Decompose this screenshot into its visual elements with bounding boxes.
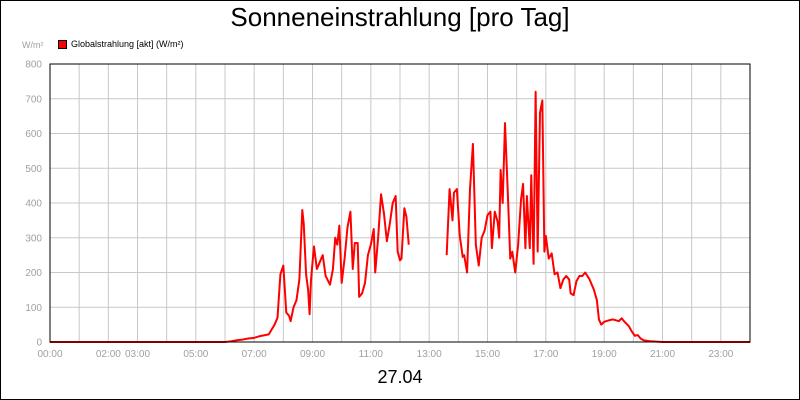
y-tick-label: 800	[25, 60, 42, 71]
x-tick-label: 13:00	[417, 349, 442, 360]
y-tick-label: 600	[25, 129, 42, 140]
x-tick-label: 17:00	[533, 349, 558, 360]
x-tick-label: 03:00	[125, 349, 150, 360]
x-tick-label: 21:00	[650, 349, 675, 360]
y-tick-label: 200	[25, 268, 42, 279]
y-tick-label: 100	[25, 303, 42, 314]
x-tick-label: 05:00	[183, 349, 208, 360]
y-tick-label: 700	[25, 94, 42, 105]
x-tick-label: 11:00	[359, 349, 384, 360]
y-tick-label: 500	[25, 164, 42, 175]
x-axis-date-label: 27.04	[377, 367, 423, 387]
x-tick-label: 23:00	[708, 349, 733, 360]
y-axis-unit-label: W/m²	[22, 40, 44, 50]
legend-label: Globalstrahlung [akt] (W/m²)	[71, 39, 184, 49]
chart-title: Sonneneinstrahlung [pro Tag]	[230, 2, 570, 32]
legend-swatch	[58, 39, 67, 49]
x-tick-label: 02:00	[96, 349, 121, 360]
x-tick-label: 19:00	[592, 349, 617, 360]
y-tick-label: 400	[25, 199, 42, 210]
x-tick-label: 07:00	[242, 349, 267, 360]
x-tick-label: 09:00	[300, 349, 325, 360]
y-tick-label: 300	[25, 233, 42, 244]
plot-border	[49, 63, 751, 343]
series-line	[50, 193, 410, 343]
y-tick-label: 0	[36, 338, 42, 349]
x-tick-label: 00:00	[37, 349, 62, 360]
x-tick-label: 15:00	[475, 349, 500, 360]
series-line	[445, 90, 750, 343]
legend: Globalstrahlung [akt] (W/m²)	[58, 38, 184, 50]
